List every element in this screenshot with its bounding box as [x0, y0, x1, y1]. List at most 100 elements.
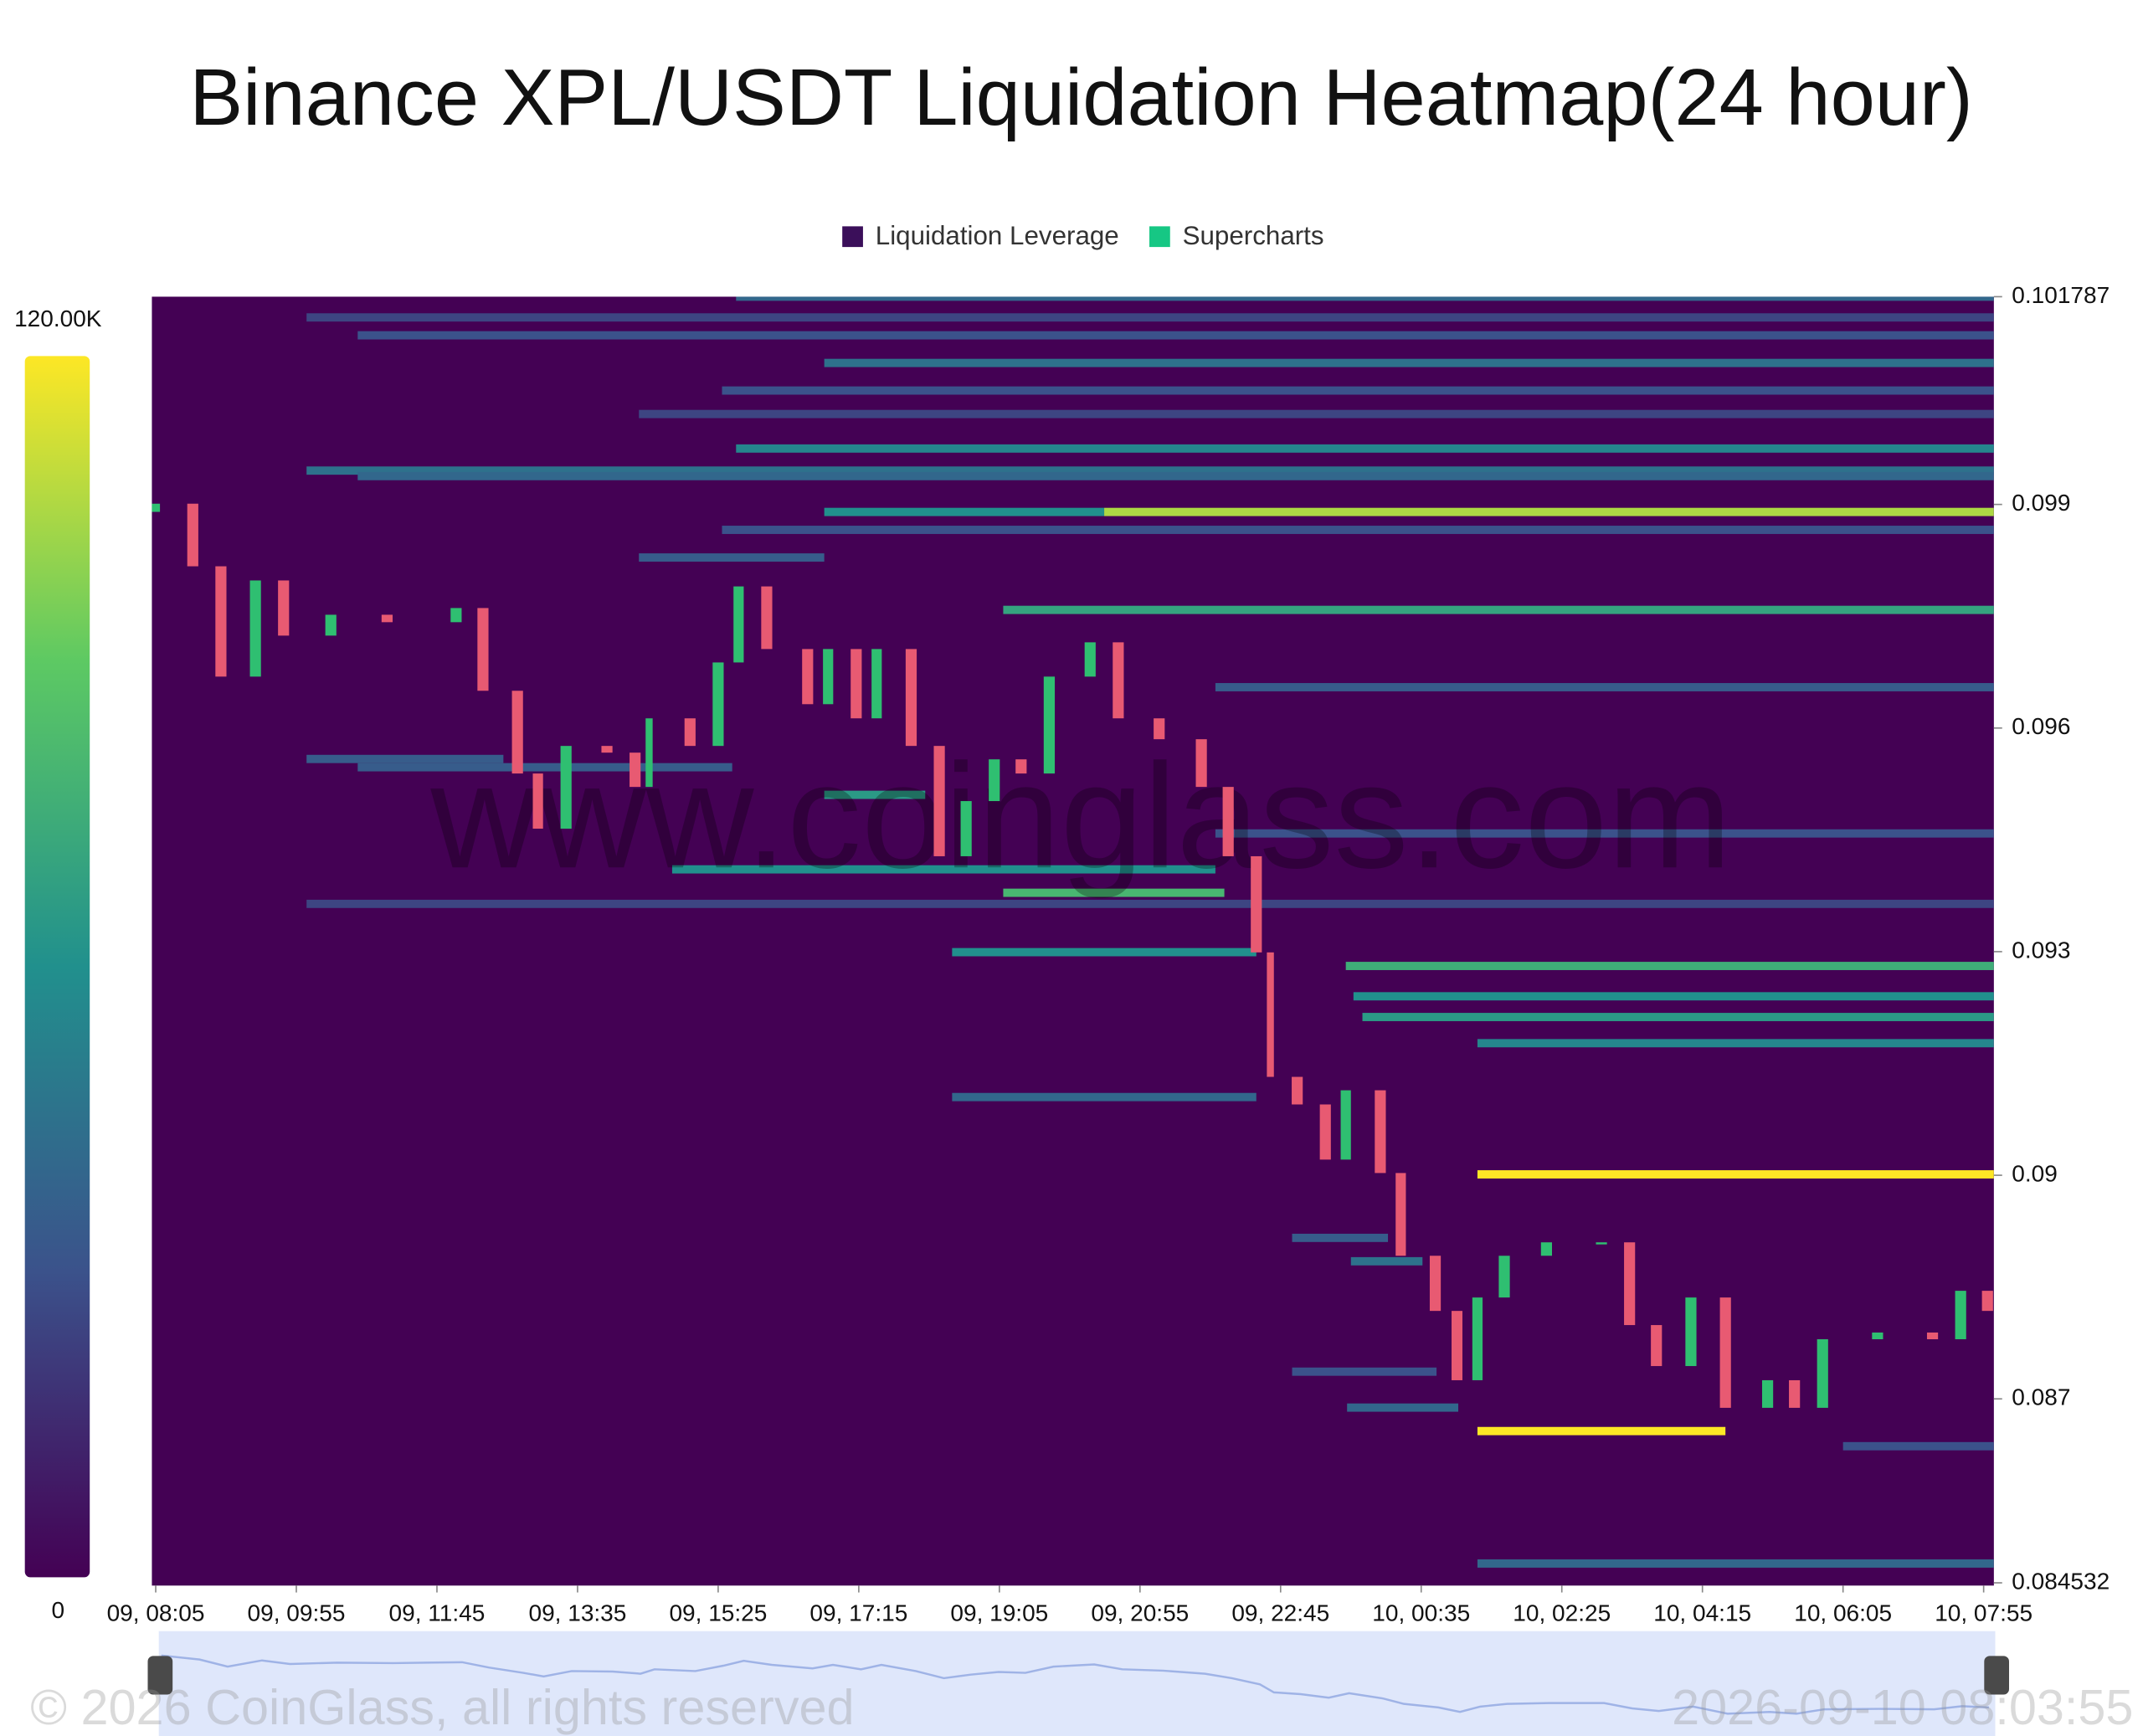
candle: [477, 608, 489, 691]
candle: [1651, 1325, 1662, 1367]
heat-band: [1104, 507, 1994, 516]
candle: [1624, 1242, 1636, 1326]
heat-band: [639, 409, 1994, 419]
heat-band: [1477, 1559, 1994, 1568]
candle: [905, 649, 917, 747]
candles: [152, 503, 1993, 1408]
heat-band: [1003, 888, 1225, 897]
heat-band: [1215, 829, 1994, 838]
legend-label: Liquidation Leverage: [876, 221, 1119, 250]
navigator: [158, 1631, 1996, 1736]
candle: [802, 649, 814, 705]
candle: [733, 586, 744, 663]
candle: [1395, 1173, 1406, 1256]
x-tick-label: 10, 07:55: [1935, 1600, 2033, 1626]
y-tick-label: 0.099: [2012, 490, 2070, 516]
candle: [187, 503, 198, 567]
footer: © 2026 CoinGlass, all rights reserved: [30, 1679, 854, 1735]
color-bar: [24, 356, 90, 1578]
candle: [1498, 1256, 1510, 1298]
candle: [1154, 718, 1165, 740]
candle: [1926, 1332, 1939, 1339]
heat-band: [1477, 1170, 1994, 1179]
heat-band: [639, 553, 825, 562]
candle: [1429, 1256, 1442, 1312]
x-tick-label: 10, 02:25: [1513, 1600, 1611, 1626]
x-tick-label: 09, 15:25: [669, 1600, 767, 1626]
y-tick-label: 0.093: [2012, 937, 2070, 963]
candle: [1872, 1332, 1883, 1339]
x-tick-label: 09, 08:05: [107, 1600, 205, 1626]
candle: [450, 608, 462, 623]
candle: [933, 746, 945, 856]
candle: [1761, 1379, 1774, 1408]
navigator-line: [161, 1654, 1989, 1715]
candle: [215, 566, 227, 677]
candle: [1251, 855, 1262, 953]
heat-band: [357, 471, 1994, 480]
heat-band: [1350, 1256, 1423, 1266]
y-tick-label: 0.087: [2012, 1384, 2070, 1410]
x-tick-label: 09, 11:45: [389, 1600, 486, 1626]
candle: [684, 718, 696, 747]
candle: [1015, 759, 1027, 774]
heat-band: [1345, 962, 1994, 970]
candle: [823, 649, 834, 705]
candle: [1222, 787, 1234, 856]
heat-band: [1842, 1441, 1994, 1451]
colorbar-label: 120.00K: [14, 306, 102, 331]
heat-band: [306, 466, 1994, 475]
plot-background: [152, 296, 1994, 1586]
candle: [645, 718, 653, 788]
heat-band: [824, 358, 1994, 367]
candle: [1789, 1379, 1801, 1408]
y-tick-label: 0.084532: [2012, 1568, 2110, 1594]
navigator-handle[interactable]: [1984, 1656, 2009, 1695]
x-tick-label: 09, 20:55: [1091, 1600, 1189, 1626]
x-tick-label: 10, 00:35: [1372, 1600, 1470, 1626]
heat-band: [722, 386, 1994, 395]
candle: [1292, 1076, 1303, 1105]
heat-band: [671, 865, 1215, 874]
candle: [712, 662, 724, 747]
candle: [1472, 1297, 1483, 1380]
candle: [851, 649, 862, 719]
candle: [1340, 1090, 1351, 1160]
navigator-handle[interactable]: [147, 1656, 173, 1695]
heat-band: [1353, 992, 1994, 1001]
candle: [871, 649, 882, 719]
x-tick-label: 09, 17:15: [809, 1600, 907, 1626]
heat-band: [357, 763, 732, 772]
candle: [381, 614, 393, 623]
candle: [532, 773, 543, 829]
chart-title: Binance XPL/USDT Liquidation Heatmap(24 …: [189, 53, 1972, 142]
heat-band: [824, 790, 926, 799]
x-tick-label: 09, 22:45: [1231, 1600, 1329, 1626]
watermark: www.coinglass.com: [429, 732, 1731, 899]
heat-bands: [306, 296, 1994, 1568]
legend-swatch: [1149, 226, 1170, 248]
candle: [1452, 1311, 1463, 1380]
candle: [960, 801, 972, 856]
heat-band: [1215, 683, 1994, 691]
heat-band: [722, 526, 1994, 534]
heat-band: [306, 899, 1994, 908]
candle: [1955, 1291, 1966, 1339]
candle: [1719, 1297, 1731, 1408]
heat-band: [306, 754, 504, 763]
candle: [560, 746, 572, 829]
legend: Liquidation Leverage Supercharts: [842, 221, 1324, 250]
heat-band: [1347, 1403, 1459, 1412]
heat-band: [952, 948, 1257, 957]
x-tick-label: 09, 13:35: [528, 1600, 626, 1626]
candle: [1817, 1338, 1828, 1408]
heat-band: [952, 1092, 1257, 1102]
heat-band: [306, 313, 1994, 322]
candle: [325, 614, 337, 636]
candle: [1596, 1242, 1607, 1245]
timestamp: 2026-09-10 08:03:55: [1672, 1679, 2133, 1735]
heat-band: [1292, 1367, 1437, 1376]
heat-band: [736, 296, 1994, 301]
colorbar-label: 0: [51, 1597, 64, 1623]
